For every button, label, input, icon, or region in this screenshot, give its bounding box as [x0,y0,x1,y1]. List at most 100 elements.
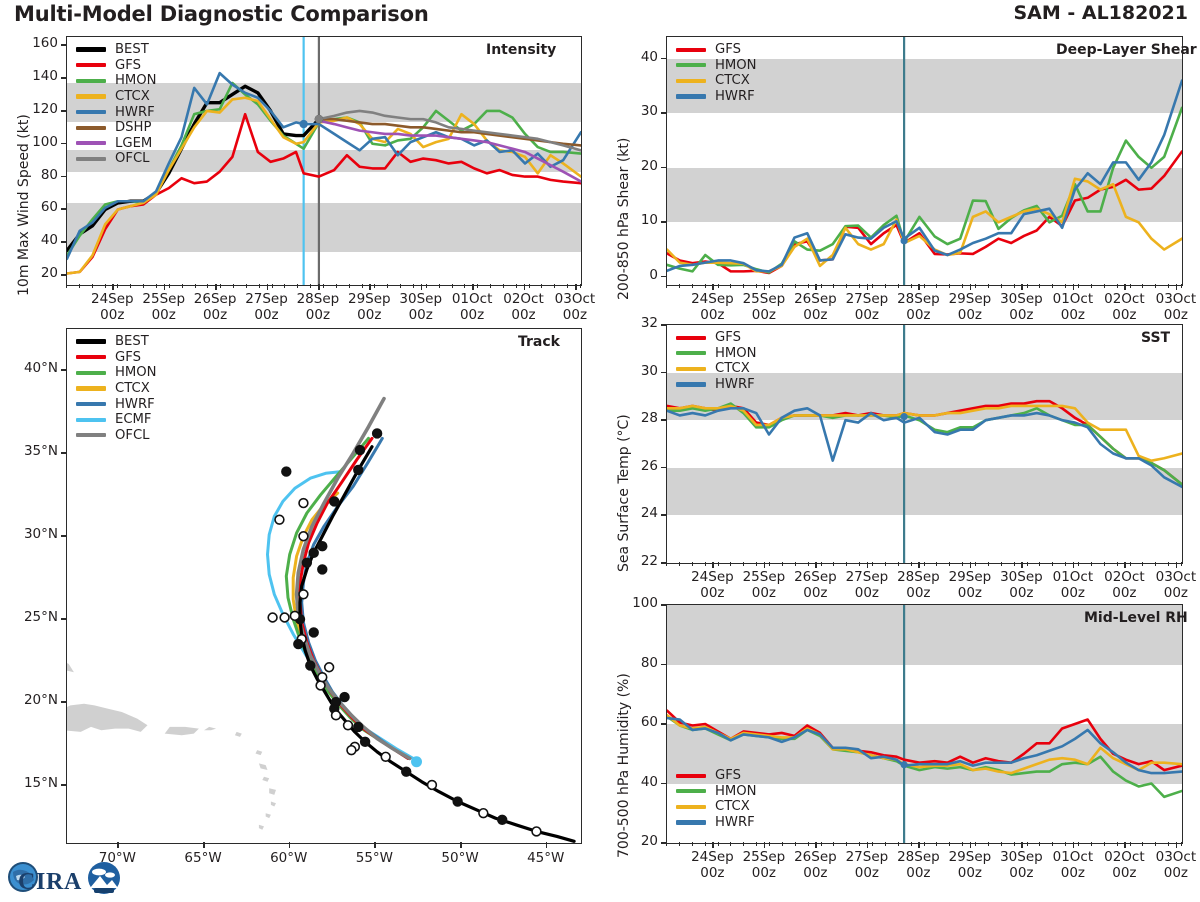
y-tick-mark [661,466,666,469]
landmass [269,788,276,795]
x-minor-tick [781,562,783,566]
best-track-marker-open [315,680,326,691]
x-minor-tick [884,284,886,288]
x-tick-label: 02Oct 00z [1104,291,1145,323]
x-minor-tick [872,284,873,288]
x-minor-tick [859,284,861,288]
x-minor-tick [245,284,247,288]
legend-item-hmon: HMON [76,365,157,381]
x-minor-tick [1155,284,1157,288]
forecast-marker-open [317,671,328,683]
forecast-marker-filled [308,627,319,638]
x-tick-label: 03Oct 00z [1155,291,1197,323]
x-minor-tick [233,284,235,288]
x-minor-tick [756,284,758,288]
y-tick-label: 120 [32,100,58,117]
x-minor-tick [743,284,745,288]
series-line-hwrf [667,79,1182,273]
legend-label: GFS [715,330,741,346]
x-tick-mark [1072,562,1075,568]
legend-item-ecmf: ECMF [76,412,157,428]
lon-tick-mark [288,842,291,848]
lon-tick-mark [460,842,462,848]
x-minor-tick [859,842,861,846]
forecast-marker-filled [317,541,328,552]
x-minor-tick [1026,562,1028,566]
lat-tick-label: 25°N [23,609,58,626]
forecast-marker-open [289,610,301,622]
x-minor-tick [833,562,835,566]
legend-swatch [76,110,106,115]
lat-tick-label: 40°N [23,360,58,377]
x-tick-label: 29Sep 00z [948,849,992,881]
x-minor-tick [541,284,543,288]
y-tick-mark [61,274,66,276]
forecast-marker-open [346,744,357,756]
track-line-hwrf [300,436,410,760]
x-minor-tick [1090,562,1092,566]
x-minor-tick [490,284,492,288]
legend-label: CTCX [115,380,150,396]
x-minor-tick [284,284,286,288]
rh-panel: 700-500 hPa Humidity (%) Mid-Level RH GF… [600,590,1200,900]
lon-tick-label: 50°W [441,850,479,866]
y-tick-mark [61,109,66,112]
x-minor-tick [515,284,517,288]
lon-tick-mark [203,842,205,848]
shaded-band [667,467,1182,516]
init-marker [299,119,308,129]
x-tick-mark [712,284,714,290]
best-track-marker-filled [359,736,371,748]
x-tick-mark [1175,284,1178,290]
shaded-band [67,150,581,172]
x-tick-label: 30Sep 00z [399,291,443,323]
x-minor-tick [1078,284,1079,288]
x-tick-mark [1124,842,1126,848]
best-track-marker-open [531,826,542,837]
y-tick-label: 26 [640,457,658,474]
series-line-gfs [667,150,1182,275]
x-tick-label: 01Oct 00z [451,291,493,323]
x-tick-mark [112,284,114,290]
lat-tick-label: 20°N [23,692,58,709]
svg-text:A: A [64,869,82,895]
x-tick-label: 27Sep 00z [845,849,889,881]
x-minor-tick [666,562,667,566]
legend-label: GFS [715,768,741,784]
legend-swatch [76,402,106,407]
lon-tick-label: 70°W [98,850,137,866]
legend-item-hwrf: HWRF [676,377,757,393]
legend-swatch [76,433,106,438]
x-tick-label: 01Oct 00z [1052,849,1094,881]
x-minor-tick [310,284,312,288]
legend-swatch [76,125,106,130]
track-map-area[interactable] [66,328,582,844]
x-minor-tick [756,842,758,846]
legend-label: HWRF [715,814,755,830]
x-minor-tick [730,562,732,566]
x-minor-tick [335,284,337,288]
x-tick-mark [420,284,423,290]
x-minor-tick [717,562,719,566]
y-tick-label: 22 [640,553,658,569]
x-minor-tick [387,284,389,288]
x-minor-tick [297,284,299,288]
x-tick-label: 29Sep 00z [948,569,992,601]
x-minor-tick [807,562,809,566]
x-minor-tick [833,284,835,288]
y-tick-mark [661,371,666,374]
lon-tick-mark [374,842,376,848]
x-tick-mark [815,284,817,290]
x-minor-tick [781,842,783,846]
cira-globe-logo: C I R A [8,862,120,895]
lat-tick-label: 30°N [23,526,58,543]
legend-swatch [76,370,106,376]
series-line-lgem [317,119,581,183]
best-track-marker-filled [452,796,463,807]
x-minor-tick [1116,562,1118,566]
landmass [255,750,263,756]
x-tick-label: 25Sep 00z [742,291,786,323]
x-minor-tick [897,842,899,846]
y-tick-label: 40 [40,232,58,249]
y-tick-label: 20 [640,157,658,174]
